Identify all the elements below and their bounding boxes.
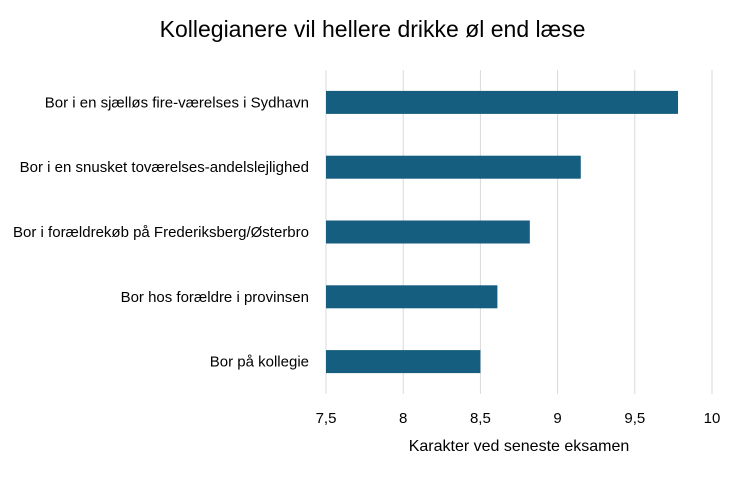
- chart-title: Kollegianere vil hellere drikke øl end l…: [159, 16, 586, 42]
- bar: [326, 90, 679, 114]
- category-label: Bor på kollegie: [210, 354, 309, 371]
- x-axis-title: Karakter ved seneste eksamen: [409, 438, 630, 455]
- category-label: Bor i en sjælløs fire-værelses i Sydhavn: [45, 94, 309, 111]
- category-label: Bor hos forældre i provinsen: [121, 289, 309, 306]
- x-tick-label: 10: [704, 410, 721, 427]
- bar: [326, 285, 498, 309]
- bar: [326, 350, 481, 374]
- x-tick-label: 7,5: [316, 410, 337, 427]
- x-tick-label: 9,5: [624, 410, 645, 427]
- x-tick-label: 8,5: [470, 410, 491, 427]
- bar: [326, 155, 581, 179]
- x-tick-label: 9: [553, 410, 561, 427]
- category-label: Bor i en snusket toværelses-andelslejlig…: [20, 159, 309, 176]
- category-label: Bor i forældrekøb på Frederiksberg/Øster…: [13, 224, 309, 241]
- bar: [326, 220, 530, 244]
- x-tick-label: 8: [399, 410, 407, 427]
